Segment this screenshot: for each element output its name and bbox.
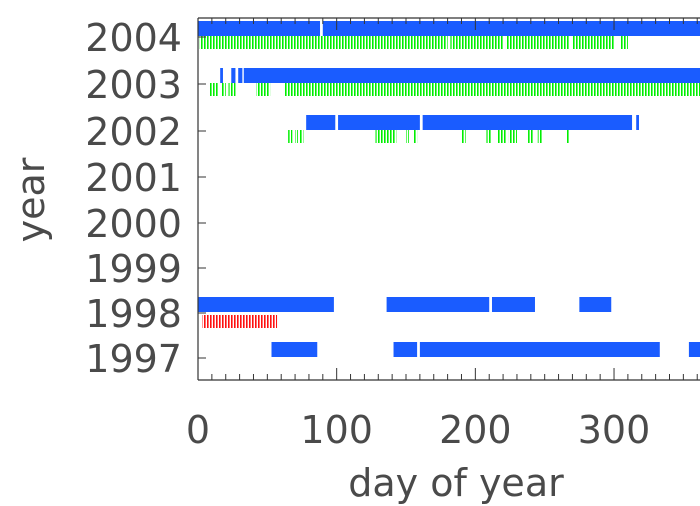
blue-interval-bar-1997 bbox=[271, 342, 318, 357]
blue-interval-bar-2003 bbox=[231, 68, 236, 83]
y-axis-title: year bbox=[9, 157, 53, 242]
blue-interval-bar-2003 bbox=[220, 68, 223, 83]
green-interval-ticks-2003 bbox=[209, 83, 219, 96]
green-interval-ticks-2002 bbox=[299, 130, 304, 143]
y-tick-label-2001: 2001 bbox=[85, 156, 182, 200]
red-interval-ticks-1998 bbox=[202, 315, 278, 328]
green-interval-ticks-2002 bbox=[461, 130, 466, 143]
green-interval-ticks-2002 bbox=[412, 130, 418, 143]
blue-interval-bar-1998 bbox=[198, 297, 334, 312]
blue-interval-bar-1997 bbox=[393, 342, 418, 357]
blue-interval-bar-2002 bbox=[422, 115, 633, 130]
green-interval-ticks-2002 bbox=[566, 130, 570, 143]
y-tick-label-2000: 2000 bbox=[85, 202, 182, 246]
green-interval-ticks-2002 bbox=[508, 130, 517, 143]
x-axis-title: day of year bbox=[348, 461, 564, 505]
green-interval-ticks-2002 bbox=[537, 130, 542, 143]
green-interval-ticks-2004 bbox=[572, 36, 615, 49]
green-interval-ticks-2003 bbox=[256, 83, 271, 96]
blue-interval-bar-1998 bbox=[491, 297, 535, 312]
axis-layer bbox=[197, 17, 700, 381]
green-interval-ticks-2004 bbox=[199, 36, 448, 49]
y-tick-label-2002: 2002 bbox=[85, 110, 182, 154]
blue-interval-bar-2002 bbox=[338, 115, 420, 130]
y-tick-label-1998: 1998 bbox=[85, 292, 182, 336]
green-interval-ticks-2002 bbox=[486, 130, 492, 143]
plot-layer bbox=[198, 21, 700, 357]
green-interval-ticks-2004 bbox=[620, 36, 628, 49]
green-interval-ticks-2002 bbox=[497, 130, 506, 143]
blue-interval-bar-1997 bbox=[688, 342, 700, 357]
blue-interval-bar-2004 bbox=[198, 21, 321, 36]
blue-interval-bar-2004 bbox=[322, 21, 700, 36]
x-tick-label-100: 100 bbox=[300, 408, 373, 452]
green-interval-ticks-2003 bbox=[283, 83, 700, 96]
green-interval-ticks-2003 bbox=[221, 83, 226, 96]
blue-interval-bar-2003 bbox=[243, 68, 700, 83]
green-interval-ticks-2002 bbox=[375, 130, 397, 143]
blue-interval-bar-2003 bbox=[238, 68, 243, 83]
y-tick-label-2004: 2004 bbox=[85, 16, 182, 60]
green-interval-ticks-2002 bbox=[406, 130, 409, 143]
blue-interval-bar-2002 bbox=[636, 115, 639, 130]
blue-interval-bar-2002 bbox=[306, 115, 336, 130]
x-tick-label-200: 200 bbox=[439, 408, 512, 452]
green-interval-ticks-2004 bbox=[505, 36, 570, 49]
y-tick-label-2003: 2003 bbox=[85, 63, 182, 107]
blue-interval-bar-1998 bbox=[579, 297, 612, 312]
x-tick-label-0: 0 bbox=[186, 408, 210, 452]
green-interval-ticks-2003 bbox=[228, 83, 236, 96]
blue-interval-bar-1997 bbox=[419, 342, 660, 357]
green-interval-ticks-2002 bbox=[528, 130, 534, 143]
green-interval-ticks-2002 bbox=[295, 130, 298, 143]
y-tick-label-1997: 1997 bbox=[85, 337, 182, 381]
green-interval-ticks-2004 bbox=[450, 36, 504, 49]
x-tick-label-300: 300 bbox=[578, 408, 651, 452]
y-tick-label-1999: 1999 bbox=[85, 247, 182, 291]
green-interval-ticks-2002 bbox=[288, 130, 293, 143]
blue-interval-bar-1998 bbox=[386, 297, 490, 312]
